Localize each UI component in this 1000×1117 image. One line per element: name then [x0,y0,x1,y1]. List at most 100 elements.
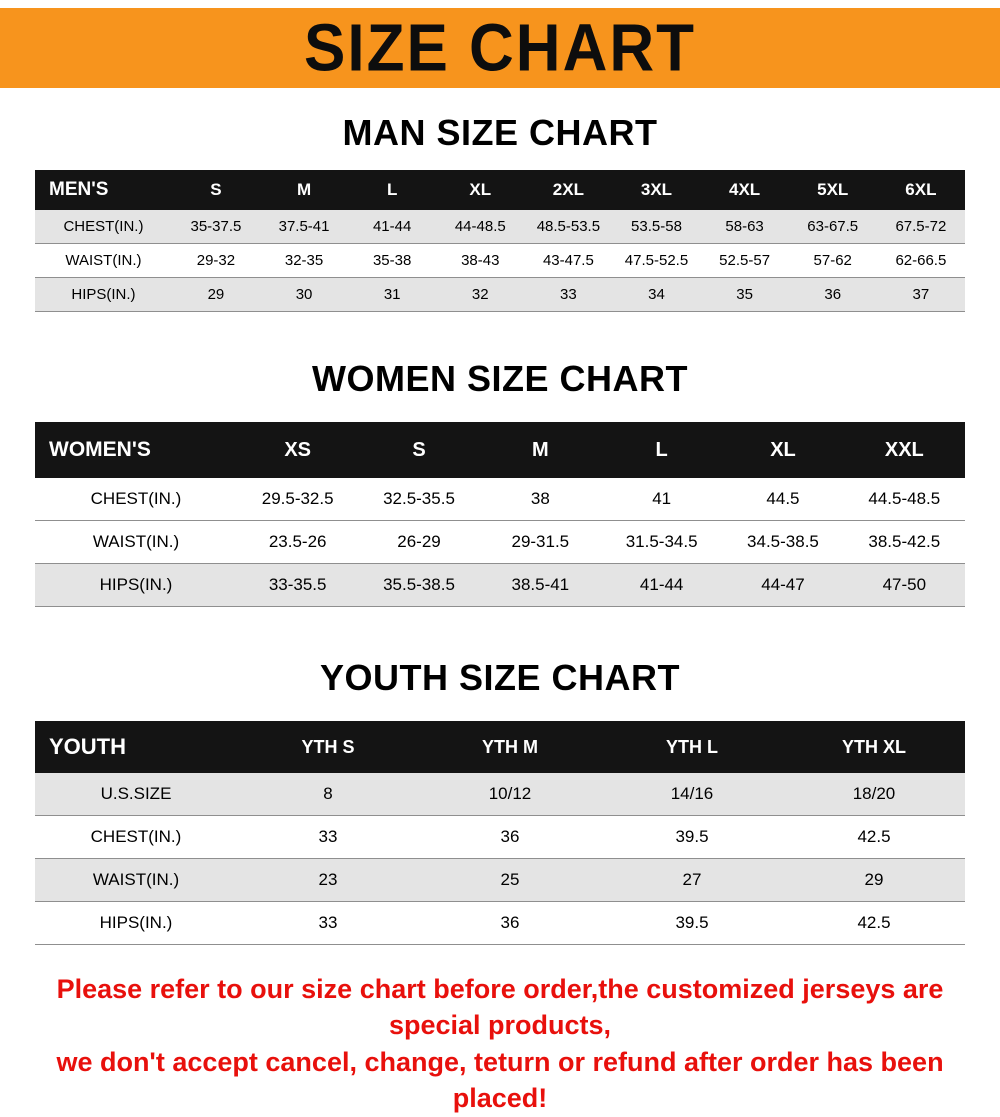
table-row: WAIST(IN.) 23.5-26 26-29 29-31.5 31.5-34.5 34… [35,520,965,564]
row-label-cell: HIPS(IN.) [99,575,173,594]
value-cell: 44.5-48.5 [868,489,941,508]
banner-title: SIZE CHART [304,10,696,86]
value-cell: 62-66.5 [895,252,947,269]
value-cell: 35 [736,286,753,303]
value-cell: 18/20 [852,784,896,803]
men-size-section: MAN SIZE CHART MEN'S S M L XL 2XL 3XL 4XL 5XL 6XL… [0,112,1000,312]
value-cell: 33-35.5 [268,575,327,594]
value-cell: 41-44 [372,218,412,235]
table-row: U.S.SIZE 8 10/12 14/16 18/20 [35,773,965,816]
value-cell: 35.5-38.5 [383,575,455,594]
youth-section-heading: YOUTH SIZE CHART [319,657,680,698]
value-cell: 47.5-52.5 [624,252,689,269]
size-header-cell: M [260,170,349,210]
size-header-cell: YTH XL [783,721,965,773]
value-cell: 41 [652,489,672,508]
value-cell: 42.5 [857,827,891,846]
size-header-cell: XL [436,170,525,210]
value-cell: 29 [864,870,884,889]
size-header-cell: M [479,422,601,478]
value-cell: 23.5-26 [268,532,327,551]
size-header-cell: 5XL [788,170,877,210]
size-header-cell: L [600,422,723,478]
value-cell: 29 [207,286,225,303]
men-section-heading: MAN SIZE CHART [342,112,658,153]
size-header-cell: 6XL [876,170,965,210]
value-cell: 33 [560,286,577,303]
value-cell: 44-47 [761,575,805,594]
value-cell: 43-47.5 [542,252,594,269]
women-section-heading: WOMEN SIZE CHART [312,358,688,399]
value-cell: 33 [318,913,338,932]
value-cell: 26-29 [397,532,441,551]
youth-size-table: YOUTH YTH S YTH M YTH L YTH XL U.S.SIZE 8 10/12… [35,721,965,945]
value-cell: 58-63 [725,218,764,235]
value-cell: 38-43 [461,252,500,269]
size-header-cell: YTH L [601,721,783,773]
table-title-cell: MEN'S [35,170,172,210]
table-row: CHEST(IN.) 35-37.5 37.5-41 41-44 44-48.5 48.5… [35,210,965,244]
value-cell: 34.5-38.5 [747,532,819,551]
header-row: WOMEN'S XS S M L XL XXL [35,422,965,478]
value-cell: 44-48.5 [454,218,506,235]
table-row: WAIST(IN.) 29-32 32-35 35-38 38-43 43-47.5 47.… [35,243,965,278]
value-cell: 38.5-41 [511,575,570,594]
value-cell: 37.5-41 [278,218,330,235]
value-cell: 29-32 [196,252,236,269]
value-cell: 35-37.5 [190,218,242,235]
value-cell: 27 [682,870,702,889]
header-row: MEN'S S M L XL 2XL 3XL 4XL 5XL 6XL [35,170,965,210]
value-cell: 10/12 [488,784,532,803]
value-cell: 63-67.5 [807,218,859,235]
value-cell: 67.5-72 [895,218,947,235]
table-row: WAIST(IN.) 23 25 27 29 [35,858,965,902]
size-header-cell: XL [722,422,844,478]
header-row: YOUTH YTH S YTH M YTH L YTH XL [35,721,965,773]
row-label-cell: HIPS(IN.) [99,913,173,932]
table-row: CHEST(IN.) 33 36 39.5 42.5 [35,815,965,859]
size-header-cell: YTH M [419,721,601,773]
value-cell: 52.5-57 [719,252,771,269]
size-header-cell: XXL [843,422,965,478]
row-label-cell: WAIST(IN.) [92,870,180,889]
row-label-cell: CHEST(IN.) [63,218,144,235]
row-label-cell: WAIST(IN.) [65,252,142,269]
value-cell: 36 [500,827,520,846]
value-cell: 32-35 [284,252,324,269]
value-cell: 48.5-53.5 [536,218,601,235]
value-cell: 31.5-34.5 [625,532,698,551]
table-title-cell: WOMEN'S [35,422,237,478]
row-label-cell: U.S.SIZE [100,784,172,803]
value-cell: 14/16 [670,784,714,803]
value-cell: 36 [500,913,520,932]
size-chart-banner: SIZE CHART [0,8,1000,88]
order-note-line-1: Please refer to our size chart before or… [56,974,944,1041]
value-cell: 41-44 [639,575,684,594]
size-header-cell: 2XL [524,170,613,210]
women-size-table: WOMEN'S XS S M L XL XXL CHEST(IN.) 29.5-32.5 32.5… [35,422,965,607]
value-cell: 33 [318,827,338,846]
value-cell: 30 [295,286,313,303]
row-label-cell: CHEST(IN.) [90,827,182,846]
women-size-section: WOMEN SIZE CHART WOMEN'S XS S M L XL XXL CHEST(… [0,358,1000,607]
value-cell: 42.5 [857,913,891,932]
value-cell: 36 [824,286,842,303]
table-row: CHEST(IN.) 29.5-32.5 32.5-35.5 38 41 44.5 44.5… [35,478,965,521]
value-cell: 23 [318,870,338,889]
table-row: HIPS(IN.) 33-35.5 35.5-38.5 38.5-41 41-44 44-… [35,563,965,607]
size-header-cell: YTH S [237,721,419,773]
size-header-cell: S [358,422,480,478]
value-cell: 34 [648,286,665,303]
table-row: HIPS(IN.) 29 30 31 32 33 34 35 36 37 [35,277,965,312]
row-label-cell: HIPS(IN.) [71,286,136,303]
value-cell: 32.5-35.5 [383,489,455,508]
order-note-line-2: we don't accept cancel, change, teturn o… [56,1046,944,1114]
value-cell: 39.5 [675,827,709,846]
value-cell: 38 [530,489,550,508]
value-cell: 57-62 [813,252,852,269]
value-cell: 44.5 [766,489,800,508]
value-cell: 53.5-58 [631,218,682,235]
value-cell: 29-31.5 [511,532,570,551]
size-header-cell: S [171,170,260,210]
value-cell: 29.5-32.5 [261,489,334,508]
